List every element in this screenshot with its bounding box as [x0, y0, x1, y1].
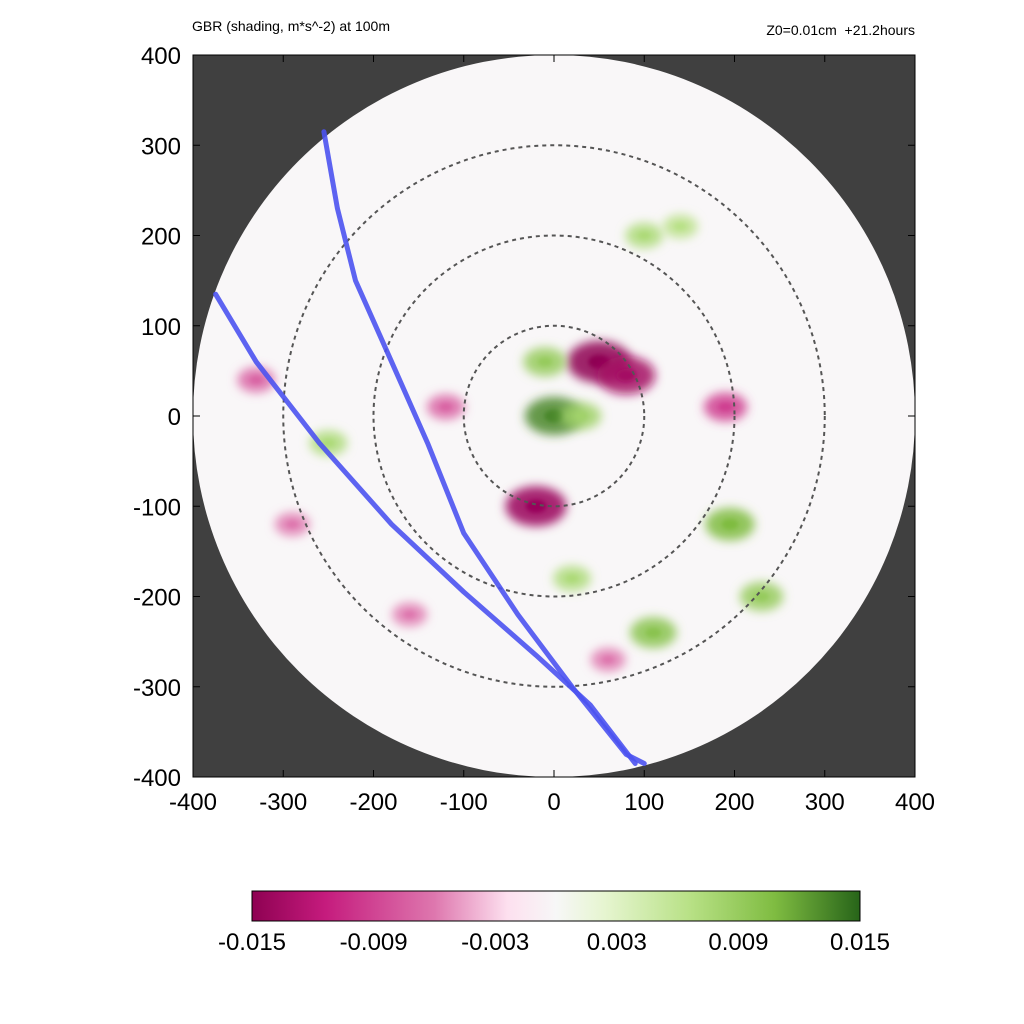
- x-tick-label: -300: [259, 789, 307, 816]
- y-tick-label: -200: [133, 585, 181, 612]
- gbr-feature-core: [249, 375, 263, 384]
- gbr-feature-core: [544, 409, 564, 423]
- plot-title: GBR (shading, m*s^-2) at 100m: [192, 18, 390, 34]
- y-tick-label: 0: [168, 404, 181, 431]
- gbr-feature-core: [322, 439, 335, 448]
- y-tick-label: -400: [133, 765, 181, 792]
- gbr-feature-core: [616, 369, 637, 382]
- gbr-feature-core: [674, 222, 687, 231]
- colorbar-tick-label: 0.003: [587, 929, 647, 956]
- x-tick-label: 300: [805, 789, 845, 816]
- y-tick-label: 400: [141, 43, 181, 70]
- gbr-feature-core: [403, 610, 416, 619]
- x-tick-label: 400: [895, 789, 935, 816]
- gbr-feature-core: [718, 402, 733, 412]
- y-tick-label: 100: [141, 314, 181, 341]
- range-rings: [282, 144, 826, 688]
- x-tick-label: 0: [547, 789, 560, 816]
- gbr-feature-core: [638, 231, 651, 240]
- colorbar: [251, 890, 861, 922]
- gbr-feature-core: [754, 591, 769, 602]
- gbr-feature-core: [525, 499, 547, 513]
- gbr-feature-core: [439, 402, 452, 411]
- y-tick-label: -300: [133, 675, 181, 702]
- gbr-feature-core: [537, 357, 553, 367]
- range-ring: [462, 324, 646, 508]
- colorbar-tick-label: -0.015: [218, 929, 286, 956]
- gbr-feature-core: [286, 520, 298, 528]
- colorbar-tick-label: 0.015: [830, 929, 890, 956]
- range-ring: [372, 234, 736, 598]
- gbr-shading: [237, 214, 784, 672]
- y-axis: 400 300 200 100 0 -100 -200 -300 -400: [133, 43, 915, 792]
- storm-track: [213, 291, 638, 766]
- gbr-feature-core: [602, 656, 614, 664]
- range-ring: [282, 144, 826, 688]
- y-tick-label: 300: [141, 133, 181, 160]
- x-tick-label: -400: [169, 789, 217, 816]
- plot-annotation: Z0=0.01cm +21.2hours: [766, 22, 915, 38]
- x-axis: -400 -300 -200 -100 0 100 200 300 400: [169, 55, 935, 816]
- storm-tracks: [213, 129, 647, 766]
- gbr-feature-core: [565, 574, 579, 583]
- gbr-feature-core: [721, 518, 739, 530]
- x-tick-label: -100: [440, 789, 488, 816]
- gbr-feature-core: [574, 411, 588, 421]
- gbr-feature-core: [645, 627, 662, 638]
- colorbar-ticks: -0.015 -0.009 -0.003 0.003 0.009 0.015: [218, 929, 890, 956]
- colorbar-tick-label: 0.009: [708, 929, 768, 956]
- colorbar-tick-label: -0.003: [461, 929, 529, 956]
- colorbar-tick-label: -0.009: [340, 929, 408, 956]
- x-tick-label: 200: [714, 789, 754, 816]
- y-tick-label: 200: [141, 224, 181, 251]
- x-tick-label: 100: [624, 789, 664, 816]
- x-tick-label: -200: [349, 789, 397, 816]
- y-tick-label: -100: [133, 494, 181, 521]
